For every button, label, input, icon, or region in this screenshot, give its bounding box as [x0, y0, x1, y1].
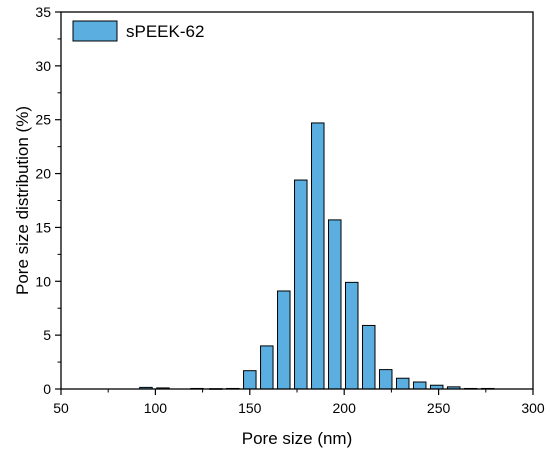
bar [361, 324, 376, 390]
y-tick-label: 10 [35, 273, 51, 289]
bar [412, 381, 427, 390]
y-tick-label: 35 [35, 4, 51, 20]
bar [294, 179, 308, 390]
y-tick-label: 5 [43, 327, 51, 343]
x-tick-label: 200 [333, 400, 357, 416]
bar [378, 369, 393, 390]
bar [328, 219, 342, 390]
x-tick-label: 150 [238, 400, 262, 416]
bar [345, 281, 359, 390]
bar [277, 290, 291, 390]
y-tick-label: 15 [35, 219, 51, 235]
y-axis: 0 5 10 15 20 25 30 35 [35, 4, 61, 397]
y-tick-label: 25 [35, 112, 51, 128]
y-tick-label: 0 [43, 381, 51, 397]
x-tick-label: 100 [144, 400, 168, 416]
x-axis-title: Pore size (nm) [242, 429, 353, 448]
y-tick-label: 20 [35, 166, 51, 182]
bar [311, 122, 325, 390]
x-tick-label: 50 [53, 400, 69, 416]
legend: sPEEK-62 [72, 20, 204, 42]
y-tick-label: 30 [35, 58, 51, 74]
bar [243, 370, 257, 390]
legend-swatch [72, 20, 118, 42]
legend-label: sPEEK-62 [126, 22, 204, 41]
y-axis-title: Pore size distribution (%) [13, 106, 32, 295]
bar [395, 377, 410, 390]
x-axis: 50 100 150 200 250 300 [53, 389, 545, 416]
x-tick-label: 250 [427, 400, 451, 416]
x-tick-label: 300 [521, 400, 545, 416]
bar [260, 345, 274, 390]
bars-group [139, 122, 495, 390]
